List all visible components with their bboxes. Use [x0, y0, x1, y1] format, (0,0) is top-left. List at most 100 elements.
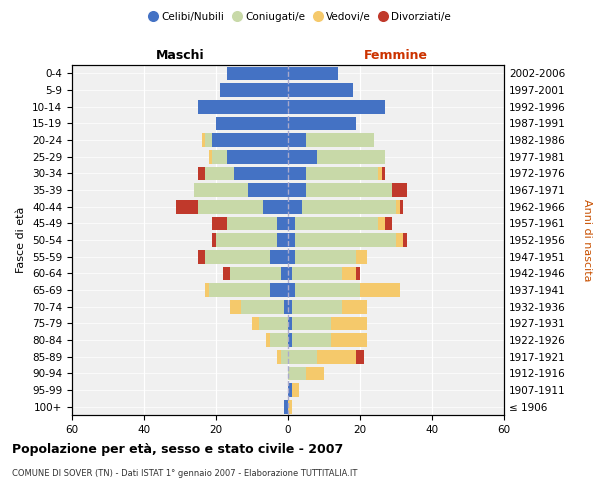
Bar [277, 350, 281, 364]
Bar [270, 250, 288, 264]
Bar [288, 333, 292, 347]
Bar [270, 283, 288, 297]
Bar [205, 166, 234, 180]
Bar [288, 116, 356, 130]
Bar [385, 216, 392, 230]
Bar [198, 250, 205, 264]
Bar [288, 316, 292, 330]
Bar [342, 300, 367, 314]
Bar [292, 266, 342, 280]
Bar [288, 133, 306, 147]
Bar [295, 233, 396, 247]
Bar [209, 150, 212, 164]
Bar [295, 283, 360, 297]
Text: Femmine: Femmine [364, 48, 428, 62]
Bar [317, 350, 356, 364]
Bar [288, 300, 292, 314]
Bar [295, 216, 378, 230]
Bar [281, 350, 288, 364]
Bar [382, 166, 385, 180]
Bar [230, 300, 241, 314]
Bar [284, 400, 288, 413]
Bar [198, 100, 288, 114]
Bar [194, 183, 248, 197]
Bar [223, 266, 230, 280]
Bar [263, 200, 288, 213]
Bar [220, 83, 288, 97]
Y-axis label: Anni di nascita: Anni di nascita [582, 198, 592, 281]
Bar [288, 350, 317, 364]
Bar [356, 250, 367, 264]
Bar [306, 166, 378, 180]
Bar [360, 283, 400, 297]
Bar [198, 166, 205, 180]
Bar [252, 316, 259, 330]
Bar [356, 350, 364, 364]
Bar [234, 166, 288, 180]
Bar [306, 366, 324, 380]
Bar [227, 150, 288, 164]
Bar [292, 300, 342, 314]
Bar [227, 66, 288, 80]
Bar [331, 316, 367, 330]
Bar [306, 183, 392, 197]
Bar [176, 200, 198, 213]
Bar [212, 233, 216, 247]
Bar [288, 400, 292, 413]
Bar [302, 200, 396, 213]
Bar [212, 150, 227, 164]
Bar [288, 183, 306, 197]
Bar [396, 200, 400, 213]
Legend: Celibi/Nubili, Coniugati/e, Vedovi/e, Divorziati/e: Celibi/Nubili, Coniugati/e, Vedovi/e, Di… [145, 8, 455, 26]
Bar [378, 216, 385, 230]
Bar [248, 183, 288, 197]
Bar [241, 300, 284, 314]
Bar [288, 100, 385, 114]
Bar [288, 166, 306, 180]
Bar [288, 250, 295, 264]
Bar [292, 316, 331, 330]
Bar [259, 316, 288, 330]
Bar [378, 166, 382, 180]
Bar [356, 266, 360, 280]
Bar [198, 200, 263, 213]
Bar [270, 333, 288, 347]
Bar [288, 66, 338, 80]
Bar [392, 183, 407, 197]
Bar [288, 200, 302, 213]
Bar [342, 266, 356, 280]
Bar [205, 283, 209, 297]
Bar [205, 250, 270, 264]
Bar [209, 283, 270, 297]
Bar [317, 150, 385, 164]
Bar [288, 383, 292, 397]
Bar [288, 366, 306, 380]
Bar [230, 266, 281, 280]
Bar [400, 200, 403, 213]
Bar [212, 216, 227, 230]
Bar [205, 133, 212, 147]
Bar [216, 116, 288, 130]
Bar [403, 233, 407, 247]
Bar [281, 266, 288, 280]
Text: Popolazione per età, sesso e stato civile - 2007: Popolazione per età, sesso e stato civil… [12, 442, 343, 456]
Bar [288, 150, 317, 164]
Bar [292, 383, 299, 397]
Bar [202, 133, 205, 147]
Bar [288, 283, 295, 297]
Text: Maschi: Maschi [155, 48, 205, 62]
Bar [288, 83, 353, 97]
Bar [266, 333, 270, 347]
Bar [284, 300, 288, 314]
Text: COMUNE DI SOVER (TN) - Dati ISTAT 1° gennaio 2007 - Elaborazione TUTTITALIA.IT: COMUNE DI SOVER (TN) - Dati ISTAT 1° gen… [12, 469, 358, 478]
Bar [288, 233, 295, 247]
Bar [277, 216, 288, 230]
Bar [295, 250, 356, 264]
Bar [396, 233, 403, 247]
Bar [277, 233, 288, 247]
Bar [331, 333, 367, 347]
Bar [292, 333, 331, 347]
Bar [216, 233, 277, 247]
Bar [306, 133, 374, 147]
Bar [288, 216, 295, 230]
